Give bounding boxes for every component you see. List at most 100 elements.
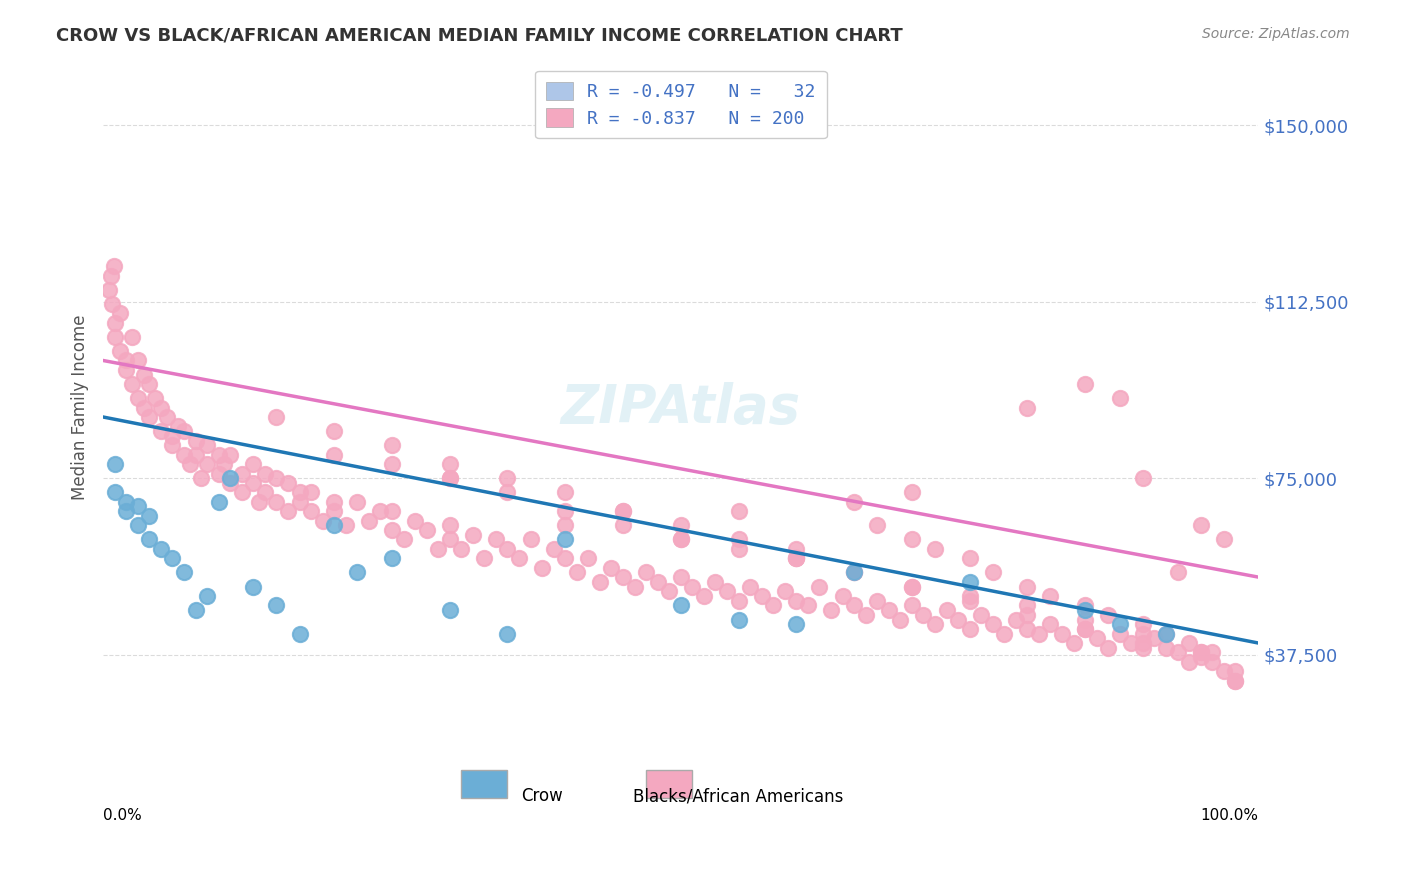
Point xyxy=(751,589,773,603)
Point xyxy=(565,566,588,580)
Point xyxy=(219,448,242,462)
Point xyxy=(231,485,253,500)
Point xyxy=(554,504,576,518)
Point xyxy=(1074,377,1097,392)
Point xyxy=(439,533,461,547)
Point xyxy=(208,467,231,481)
Text: ZIPAtlas: ZIPAtlas xyxy=(561,382,801,434)
Point xyxy=(924,617,946,632)
Point xyxy=(253,485,276,500)
Point xyxy=(104,485,127,500)
Point xyxy=(959,593,981,607)
Point xyxy=(323,424,346,438)
Point xyxy=(115,363,138,377)
Point xyxy=(299,504,322,518)
Point xyxy=(143,391,166,405)
Point xyxy=(138,533,160,547)
Point xyxy=(127,500,149,514)
Point xyxy=(669,533,692,547)
Point xyxy=(195,589,218,603)
Point xyxy=(253,467,276,481)
Legend: R = -0.497   N =   32, R = -0.837   N = 200: R = -0.497 N = 32, R = -0.837 N = 200 xyxy=(536,70,827,138)
Point xyxy=(299,485,322,500)
Point xyxy=(623,580,645,594)
Point xyxy=(1225,673,1247,688)
Point xyxy=(669,518,692,533)
Point xyxy=(115,495,138,509)
Point xyxy=(104,330,127,344)
Point xyxy=(346,495,368,509)
Point xyxy=(127,391,149,405)
Point xyxy=(1132,471,1154,485)
Point xyxy=(104,316,127,330)
Point xyxy=(959,622,981,636)
Point xyxy=(190,471,212,485)
Point xyxy=(1005,613,1028,627)
Point xyxy=(485,533,508,547)
Point xyxy=(554,533,576,547)
Point xyxy=(266,495,288,509)
Point xyxy=(277,475,299,490)
Point xyxy=(785,541,807,556)
Point xyxy=(589,574,612,589)
Point xyxy=(924,541,946,556)
Point xyxy=(167,419,190,434)
Point xyxy=(115,353,138,368)
Point xyxy=(195,457,218,471)
Point xyxy=(277,504,299,518)
Point xyxy=(1050,626,1073,640)
Point xyxy=(162,551,184,566)
Y-axis label: Median Family Income: Median Family Income xyxy=(72,315,89,500)
Point xyxy=(612,570,634,584)
Point xyxy=(554,551,576,566)
Point xyxy=(323,504,346,518)
Point xyxy=(247,495,270,509)
Point xyxy=(242,475,264,490)
Point xyxy=(1178,636,1201,650)
Point xyxy=(496,471,519,485)
Point xyxy=(184,603,207,617)
Point xyxy=(323,518,346,533)
Point xyxy=(959,574,981,589)
Point xyxy=(658,584,681,599)
Point xyxy=(439,471,461,485)
Point xyxy=(716,584,738,599)
Point xyxy=(266,471,288,485)
Point xyxy=(1178,655,1201,669)
Point xyxy=(831,589,853,603)
Point xyxy=(323,448,346,462)
Point xyxy=(901,580,924,594)
Text: Crow: Crow xyxy=(522,788,562,805)
Point xyxy=(993,626,1015,640)
Point xyxy=(1167,566,1189,580)
Point xyxy=(242,580,264,594)
Point xyxy=(669,533,692,547)
Point xyxy=(179,457,201,471)
Point xyxy=(1189,645,1212,659)
Point xyxy=(1201,655,1223,669)
Point xyxy=(531,560,554,574)
Point xyxy=(138,377,160,392)
Point xyxy=(912,607,935,622)
Point xyxy=(288,495,311,509)
Point xyxy=(357,514,380,528)
Point xyxy=(1039,589,1062,603)
Point xyxy=(600,560,623,574)
Point xyxy=(842,566,865,580)
Point xyxy=(461,527,484,541)
Point xyxy=(1017,580,1039,594)
Point xyxy=(127,518,149,533)
Point xyxy=(866,518,889,533)
Point xyxy=(173,424,195,438)
Point xyxy=(439,471,461,485)
Point xyxy=(889,613,911,627)
Point xyxy=(231,467,253,481)
Point xyxy=(901,485,924,500)
Point xyxy=(132,401,155,415)
Point xyxy=(404,514,426,528)
Text: CROW VS BLACK/AFRICAN AMERICAN MEDIAN FAMILY INCOME CORRELATION CHART: CROW VS BLACK/AFRICAN AMERICAN MEDIAN FA… xyxy=(56,27,903,45)
Point xyxy=(647,574,669,589)
Point xyxy=(1017,599,1039,613)
Point xyxy=(370,504,392,518)
Point xyxy=(121,377,143,392)
